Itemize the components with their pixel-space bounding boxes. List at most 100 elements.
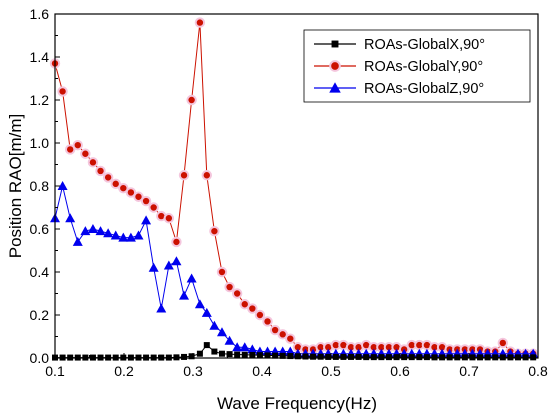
- series-globalx-point: [173, 354, 180, 361]
- series-globalx-point: [332, 353, 339, 360]
- x-axis: 0.1 0.2 0.3 0.4 0.5 0.6 0.7 0.8: [45, 353, 548, 379]
- series-globaly-point: [254, 309, 266, 321]
- series-globalx-point: [378, 354, 385, 361]
- series-globalx-point: [469, 354, 476, 361]
- x-tick-label: 0.6: [390, 363, 410, 379]
- series-globalx-point: [188, 353, 195, 360]
- series-globalz-point: [179, 290, 190, 300]
- series-globalz-point: [72, 236, 83, 246]
- series-globalx-point: [530, 354, 537, 361]
- series-globaly-point: [497, 337, 509, 349]
- series-globalz-point: [110, 230, 121, 240]
- series-globalz-point: [125, 232, 136, 242]
- series-globalx-point: [439, 354, 446, 361]
- series-globaly-point: [262, 316, 273, 327]
- series-globalx-point: [522, 354, 529, 361]
- y-tick-label: 1.0: [30, 135, 50, 151]
- series-globalx-point: [272, 352, 279, 359]
- series-globaly-point: [224, 281, 235, 293]
- series-globalx-point: [249, 351, 256, 358]
- series-globalx-point: [241, 351, 248, 358]
- x-tick-label: 0.7: [459, 363, 479, 379]
- x-tick-label: 0.1: [45, 363, 65, 379]
- series-globalz-line: [54, 185, 534, 355]
- series-globalx-point: [492, 354, 499, 361]
- series-globaly-point: [285, 333, 296, 344]
- series-globalz-point: [239, 342, 250, 352]
- series-globalz-point: [95, 226, 106, 236]
- series-globaly-point: [277, 329, 288, 340]
- series-globalx-point: [461, 354, 468, 361]
- series-globaly-point: [186, 94, 197, 106]
- series-globalx-point: [348, 353, 355, 360]
- series-globalx-point: [477, 354, 484, 361]
- y-axis-title: Position RAO[m/m]: [6, 114, 25, 259]
- series-globalz-point: [186, 273, 197, 283]
- series-globalz-point: [65, 213, 76, 223]
- series-globalx-point: [408, 354, 415, 361]
- legend: ROAs-GlobalX,90° ROAs-GlobalY,90° ROAs-Glo…: [303, 29, 531, 103]
- series-globalx-point: [279, 352, 286, 359]
- series-globaly-point: [239, 299, 250, 310]
- series-globalx-point: [499, 354, 506, 361]
- series-globaly-point: [133, 191, 144, 202]
- series-globalx-point: [416, 354, 423, 361]
- series-globaly-point: [171, 236, 182, 248]
- series-globalx-point: [385, 354, 392, 361]
- series-globaly-point: [194, 17, 206, 28]
- series-globalz-point: [247, 344, 258, 354]
- series-globalx-point: [287, 353, 294, 360]
- legend-globalz-marker: [329, 82, 341, 93]
- series-globaly-point: [80, 148, 91, 159]
- x-axis-title: Wave Frequency(Hz): [217, 394, 377, 413]
- y-tick-label: 0.2: [30, 307, 50, 323]
- series-globalz-point: [156, 303, 167, 313]
- y-tick-label: 1.4: [30, 49, 50, 65]
- series-globaly-point: [247, 303, 258, 314]
- series-globaly-point: [231, 288, 243, 299]
- legend-globaly-label: ROAs-GlobalY,90°: [364, 59, 483, 75]
- series-globalx-point: [340, 353, 347, 360]
- y-tick-label: 0.4: [30, 264, 50, 280]
- x-tick-label: 0.2: [114, 363, 134, 379]
- series-globalz-point: [80, 226, 91, 236]
- series-globalx-point: [423, 354, 430, 361]
- series-globaly-point: [57, 86, 68, 97]
- series-globalx-point: [393, 354, 400, 361]
- series-globalz-point: [163, 260, 174, 270]
- legend-globalx-label: ROAs-GlobalX,90°: [364, 37, 485, 53]
- legend-globalx-marker: [331, 40, 339, 48]
- series-globaly-point: [209, 225, 220, 237]
- series-globalz-point: [232, 342, 243, 352]
- series-globalz-point: [171, 256, 182, 266]
- series-globalx-point: [325, 353, 332, 360]
- legend-globaly-marker: [329, 60, 341, 72]
- series-globalz-point: [148, 262, 159, 272]
- y-tick-label: 1.2: [30, 92, 50, 108]
- x-tick-label: 0.5: [321, 363, 341, 379]
- series-globaly-point: [163, 213, 175, 224]
- series-globalz-point: [118, 232, 129, 242]
- series-globalx-point: [211, 348, 218, 355]
- legend-globalz-label: ROAs-GlobalZ,90°: [364, 81, 484, 97]
- series-globalx-point: [370, 354, 377, 361]
- series-globalx-point: [514, 354, 521, 361]
- series-globaly-point: [216, 266, 228, 278]
- series-globaly-point: [72, 139, 83, 151]
- series-globalz-point: [103, 228, 114, 238]
- series-globalx-point: [454, 354, 461, 361]
- series-globalz-point: [209, 320, 220, 330]
- y-tick-label: 1.6: [30, 6, 50, 22]
- x-tick-label: 0.3: [183, 363, 203, 379]
- series-globaly-point: [95, 165, 106, 177]
- series-globalz-point: [201, 307, 212, 317]
- series-globalz-point: [194, 299, 205, 309]
- series-globaly-point: [64, 144, 76, 155]
- series-globaly-point: [178, 170, 190, 181]
- y-tick-label: 0.0: [30, 350, 50, 366]
- series-globalx-point: [507, 354, 514, 361]
- series-globalz-point: [216, 327, 227, 337]
- series-globalx-point: [196, 350, 203, 357]
- series-globaly-point: [269, 324, 281, 336]
- series-globaly-point: [148, 202, 159, 213]
